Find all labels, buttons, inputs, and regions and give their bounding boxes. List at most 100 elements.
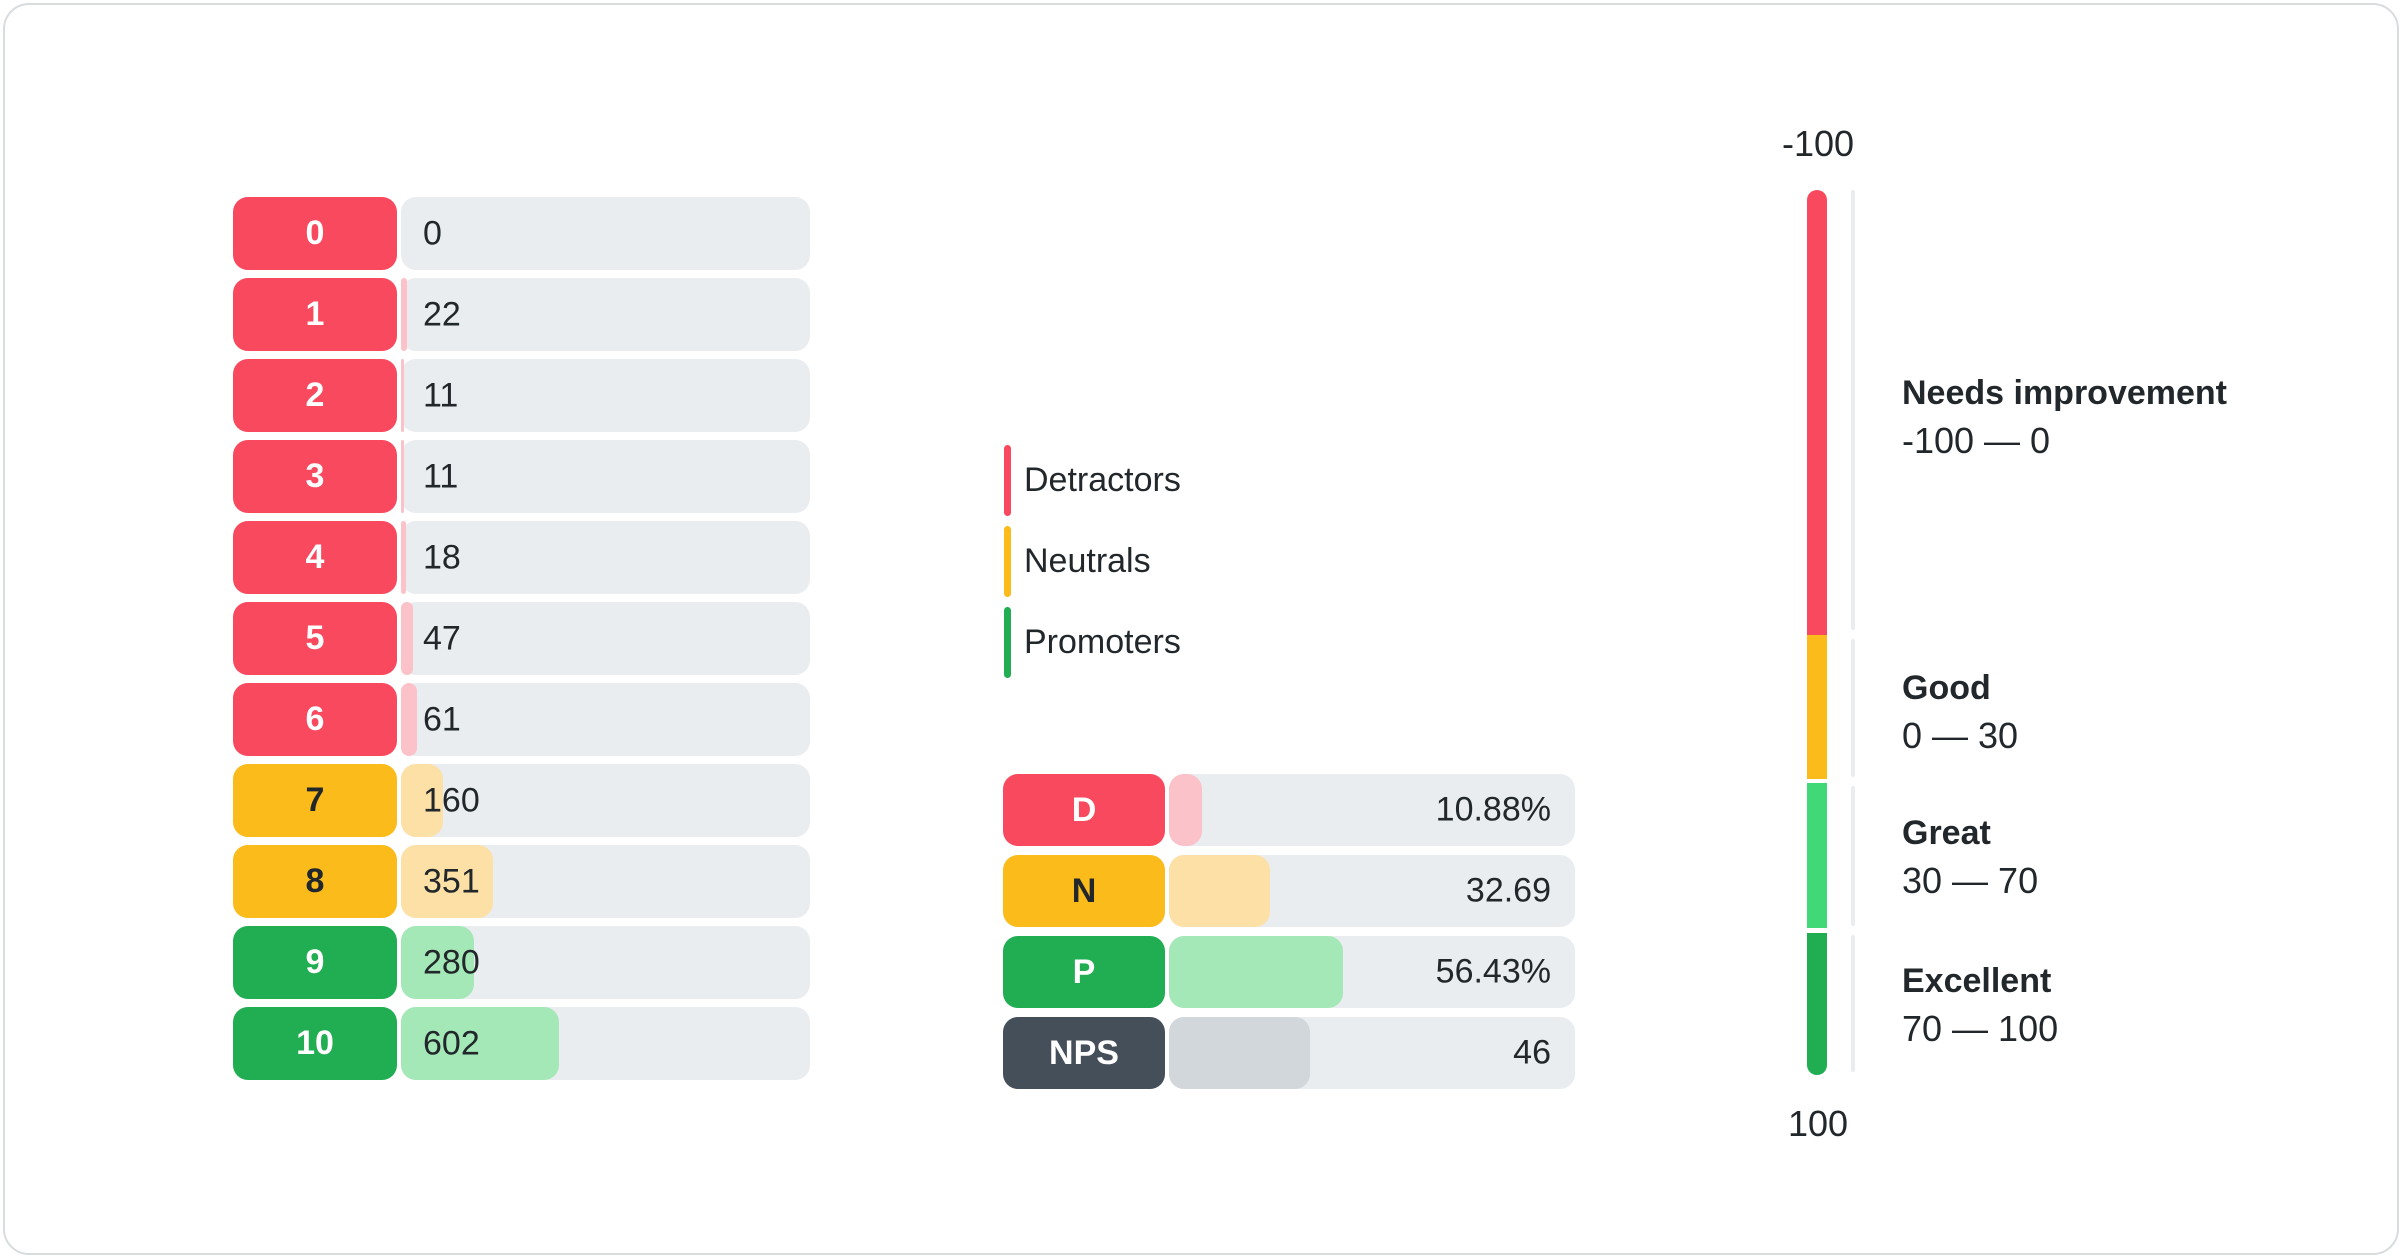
score-badge: 5 <box>233 602 397 675</box>
zone-range: -100 — 0 <box>1902 420 2051 461</box>
gauge-zone-label-needs-improvement: Needs improvement -100 — 0 <box>1902 369 2372 465</box>
promoters-color-bar-icon <box>1004 607 1011 678</box>
score-row-6: 6 61 <box>233 683 810 756</box>
score-count: 160 <box>423 781 480 819</box>
score-bar-fill <box>401 764 443 837</box>
score-row-5: 5 47 <box>233 602 810 675</box>
score-badge-label: 8 <box>305 862 325 900</box>
gauge-axis-line-segment <box>1851 639 1855 777</box>
gauge-axis-line-segment <box>1851 935 1855 1072</box>
score-row-8: 8 351 <box>233 845 810 918</box>
score-badge-label: 10 <box>296 1024 334 1062</box>
score-badge-label: 1 <box>305 295 325 333</box>
score-bar-fill <box>401 602 414 675</box>
summary-bar-fill <box>1169 1017 1311 1089</box>
gauge-bar <box>1807 190 1827 1075</box>
gauge-zone-label-good: Good 0 — 30 <box>1902 664 2372 760</box>
summary-value: 56.43% <box>1435 952 1551 991</box>
score-row-2: 2 11 <box>233 359 810 432</box>
nps-score-distribution-chart: 0 0 1 22 2 11 <box>233 197 810 1088</box>
score-badge-label: 2 <box>305 376 325 414</box>
summary-bar-fill <box>1169 855 1270 927</box>
score-bar-fill <box>401 683 417 756</box>
nps-summary-chart: D 10.88% N 32.69 P <box>1003 774 1575 1098</box>
gauge-zone-label-excellent: Excellent 70 — 100 <box>1902 957 2372 1053</box>
legend-item-neutrals[interactable]: Neutrals <box>1004 526 1181 597</box>
score-badge-label: 9 <box>305 943 325 981</box>
score-badge: 10 <box>233 1007 397 1080</box>
summary-bar-fill <box>1169 774 1203 846</box>
score-row-0: 0 0 <box>233 197 810 270</box>
summary-badge-label: D <box>1071 790 1097 829</box>
score-badge-label: 6 <box>305 700 325 738</box>
score-badge: 9 <box>233 926 397 999</box>
score-bar-fill <box>401 440 404 513</box>
legend-item-promoters[interactable]: Promoters <box>1004 607 1181 678</box>
score-count: 602 <box>423 1024 480 1062</box>
score-row-4: 4 18 <box>233 521 810 594</box>
zone-name: Great <box>1902 814 1991 852</box>
score-bar-track: 0 <box>401 197 810 270</box>
score-bar-fill <box>401 1007 559 1080</box>
score-badge: 2 <box>233 359 397 432</box>
score-count: 280 <box>423 943 480 981</box>
score-bar-track: 602 <box>401 1007 810 1080</box>
score-badge-label: 4 <box>305 538 325 576</box>
score-count: 18 <box>423 538 461 576</box>
gauge-axis-max-label: -100 <box>1781 123 1855 164</box>
summary-row-n: N 32.69 <box>1003 855 1575 927</box>
score-bar-fill <box>401 845 493 918</box>
summary-row-p: P 56.43% <box>1003 936 1575 1008</box>
score-bar-fill <box>401 359 404 432</box>
score-badge: 4 <box>233 521 397 594</box>
gauge-axis-line-segment <box>1851 190 1855 630</box>
summary-badge: NPS <box>1003 1017 1165 1089</box>
gauge-segment-needs-improvement <box>1807 190 1827 635</box>
summary-bar-track: 32.69 <box>1169 855 1575 927</box>
score-count: 61 <box>423 700 461 738</box>
legend-label: Promoters <box>1024 623 1181 661</box>
score-badge: 6 <box>233 683 397 756</box>
legend: Detractors Neutrals Promoters <box>1004 445 1181 688</box>
zone-name: Good <box>1902 669 1991 707</box>
score-bar-track: 351 <box>401 845 810 918</box>
summary-bar-track: 46 <box>1169 1017 1575 1089</box>
score-row-1: 1 22 <box>233 278 810 351</box>
score-badge: 1 <box>233 278 397 351</box>
gauge-axis-min-label: 100 <box>1787 1103 1849 1144</box>
summary-value: 32.69 <box>1465 871 1551 910</box>
neutrals-color-bar-icon <box>1004 526 1011 597</box>
score-badge: 8 <box>233 845 397 918</box>
summary-value: 46 <box>1513 1033 1551 1072</box>
gauge-segment-great <box>1807 783 1827 928</box>
legend-item-detractors[interactable]: Detractors <box>1004 445 1181 516</box>
score-badge-label: 3 <box>305 457 325 495</box>
score-bar-fill <box>401 521 406 594</box>
summary-badge-label: N <box>1071 871 1097 910</box>
score-row-7: 7 160 <box>233 764 810 837</box>
score-bar-track: 11 <box>401 359 810 432</box>
score-badge-label: 0 <box>305 214 325 252</box>
gauge-segment-excellent <box>1807 933 1827 1075</box>
summary-row-nps: NPS 46 <box>1003 1017 1575 1089</box>
summary-badge: P <box>1003 936 1165 1008</box>
zone-name: Needs improvement <box>1902 374 2227 412</box>
score-bar-track: 160 <box>401 764 810 837</box>
score-badge: 7 <box>233 764 397 837</box>
summary-bar-fill <box>1169 936 1343 1008</box>
score-bar-track: 47 <box>401 602 810 675</box>
score-bar-track: 280 <box>401 926 810 999</box>
gauge-segment-good <box>1807 635 1827 779</box>
score-count: 11 <box>423 457 459 495</box>
detractors-color-bar-icon <box>1004 445 1011 516</box>
legend-label: Detractors <box>1024 461 1181 499</box>
score-bar-track: 61 <box>401 683 810 756</box>
summary-row-d: D 10.88% <box>1003 774 1575 846</box>
zone-range: 30 — 70 <box>1902 860 2039 901</box>
score-badge: 3 <box>233 440 397 513</box>
score-badge-label: 7 <box>305 781 325 819</box>
score-row-3: 3 11 <box>233 440 810 513</box>
zone-range: 0 — 30 <box>1902 715 2019 756</box>
summary-bar-track: 10.88% <box>1169 774 1575 846</box>
score-bar-fill <box>401 926 475 999</box>
